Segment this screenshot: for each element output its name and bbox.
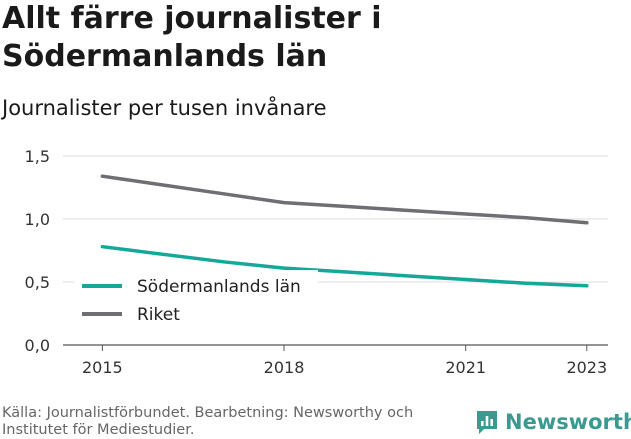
brand-logo: Newsworthy xyxy=(475,406,631,438)
y-tick-label: 1,0 xyxy=(25,210,50,229)
line-chart: 0,0 0,5 1,0 1,5 2015 2018 2021 2023 Södermanla… xyxy=(25,147,608,377)
x-tick-label: 2023 xyxy=(566,358,607,377)
x-tick-label: 2018 xyxy=(264,358,305,377)
legend-label: Riket xyxy=(137,305,180,325)
source-note: Källa: Journalistförbundet. Bearbetning:… xyxy=(2,405,414,438)
bar-chart-icon xyxy=(477,411,497,434)
y-tick-label: 0,0 xyxy=(25,336,50,355)
chart-subtitle: Journalister per tusen invånare xyxy=(2,96,327,120)
y-tick-label: 1,5 xyxy=(25,147,50,166)
legend: Södermanlands län Riket xyxy=(74,270,318,330)
x-axis-ticks: 2015 2018 2021 2023 xyxy=(82,345,607,377)
brand-name: Newsworthy xyxy=(505,410,631,434)
y-tick-label: 0,5 xyxy=(25,273,50,292)
x-tick-label: 2015 xyxy=(82,358,123,377)
y-axis-ticks: 0,0 0,5 1,0 1,5 xyxy=(25,147,50,355)
x-tick-label: 2021 xyxy=(445,358,486,377)
series-lines xyxy=(100,174,589,288)
legend-label: Södermanlands län xyxy=(137,277,301,297)
legend-background xyxy=(74,270,318,330)
series-line-0 xyxy=(100,244,589,288)
chart-title: Allt färre journalister i Södermanlands … xyxy=(2,1,382,74)
series-line-1 xyxy=(100,174,589,225)
